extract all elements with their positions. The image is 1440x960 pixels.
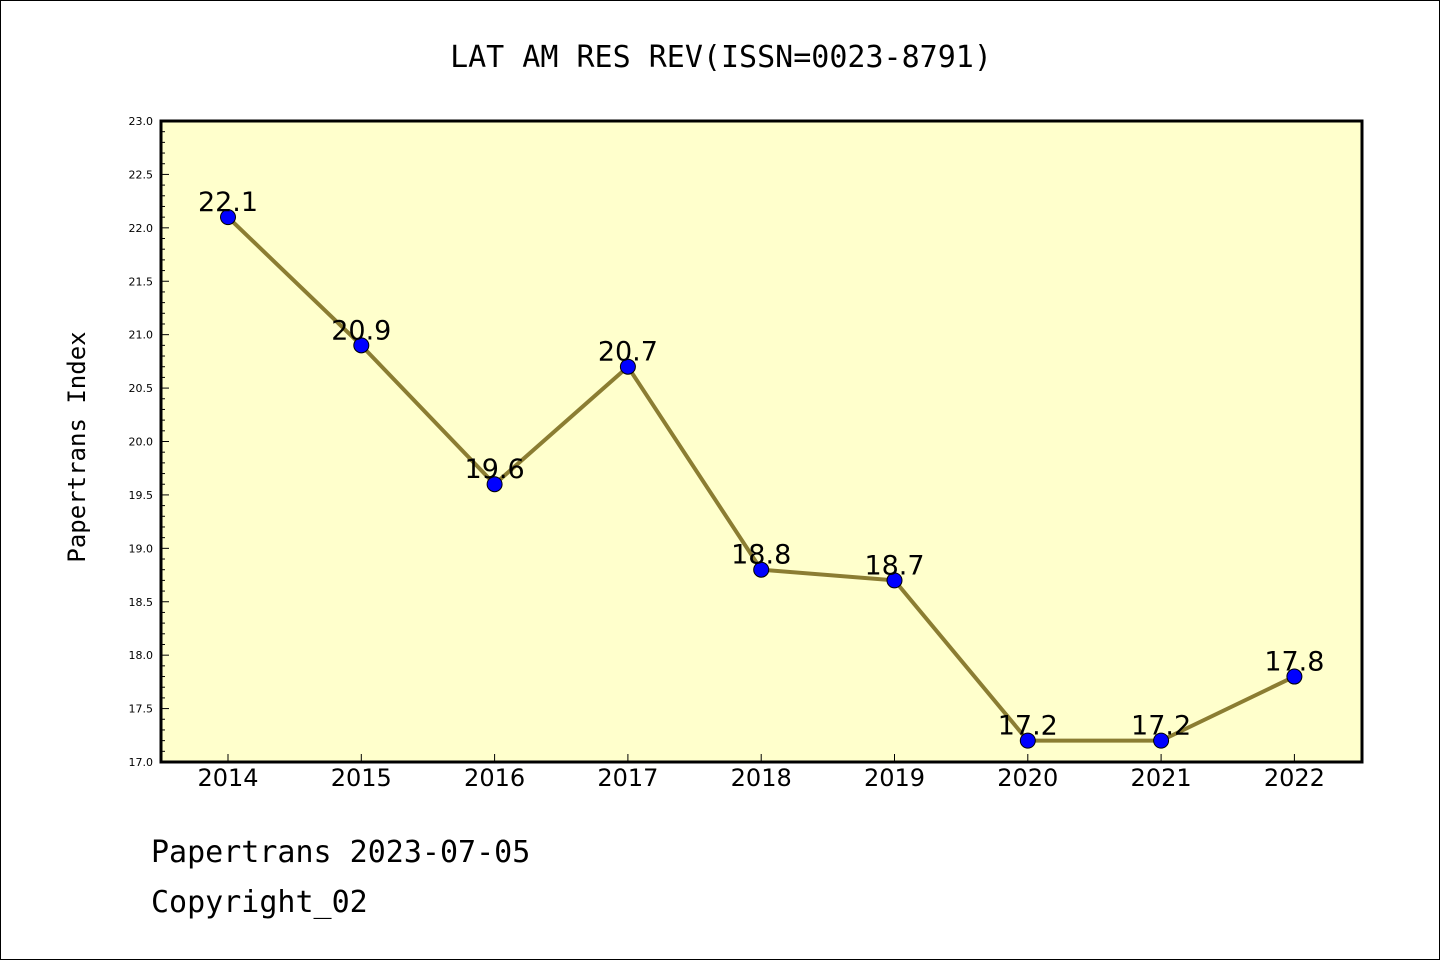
data-point (753, 561, 770, 578)
data-label: 19.6 (465, 454, 525, 485)
data-point (619, 358, 636, 375)
data-point (220, 209, 236, 226)
x-tick-label: 2015 (331, 764, 392, 792)
data-point (1153, 732, 1170, 749)
chart-title: LAT AM RES REV(ISSN=0023-8791) (450, 40, 992, 75)
x-tick-label: 2017 (597, 764, 658, 792)
y-tick-label: 17.5 (129, 703, 154, 716)
y-tick-label: 22.0 (129, 222, 154, 235)
x-tick-label: 2022 (1264, 764, 1325, 792)
y-tick-label: 19.0 (129, 542, 154, 555)
x-tick-label: 2018 (731, 764, 792, 792)
y-tick-label: 20.0 (129, 436, 154, 449)
footer-date: Papertrans 2023-07-05 (151, 835, 531, 870)
data-label: 22.1 (198, 187, 258, 218)
x-axis: 2014 2015 2016 2017 2018 2019 2020 2021 2022 (197, 754, 1325, 792)
y-tick-label: 23.0 (129, 115, 154, 128)
series-group: 22.1 20.9 19.6 20.7 18.8 18.7 17.2 17.2 17.8 (198, 187, 1324, 749)
x-tick-label: 2014 (197, 764, 258, 792)
data-label: 17.2 (1131, 711, 1191, 742)
y-axis-label: Papertrans Index (63, 331, 91, 562)
data-point (886, 572, 903, 589)
footer-copyright: Copyright_02 (151, 885, 368, 920)
y-tick-label: 21.5 (129, 275, 154, 288)
data-point (1286, 668, 1303, 685)
data-label: 17.8 (1264, 647, 1324, 678)
y-axis: 17.0 17.5 18.0 18.5 19.0 19.5 20.0 20.5 21.0 21.5… (129, 115, 169, 769)
data-label: 20.9 (331, 315, 391, 346)
plot-area (159, 119, 1364, 764)
y-tick-label: 18.0 (129, 649, 154, 662)
y-tick-label: 19.5 (129, 489, 154, 502)
data-point (353, 337, 370, 354)
x-tick-label: 2016 (464, 764, 525, 792)
data-label: 18.8 (731, 540, 791, 571)
y-tick-label: 18.5 (129, 596, 154, 609)
data-point (1019, 732, 1036, 749)
data-label: 20.7 (598, 337, 658, 368)
x-tick-label: 2019 (864, 764, 925, 792)
y-tick-label: 17.0 (129, 756, 154, 769)
x-tick-label: 2020 (997, 764, 1058, 792)
data-label: 17.2 (998, 711, 1058, 742)
y-tick-label: 22.5 (129, 168, 154, 181)
y-tick-label: 21.0 (129, 329, 154, 342)
y-tick-label: 20.5 (129, 382, 154, 395)
data-label: 18.7 (864, 550, 924, 581)
data-point (486, 476, 503, 493)
x-tick-label: 2021 (1131, 764, 1192, 792)
